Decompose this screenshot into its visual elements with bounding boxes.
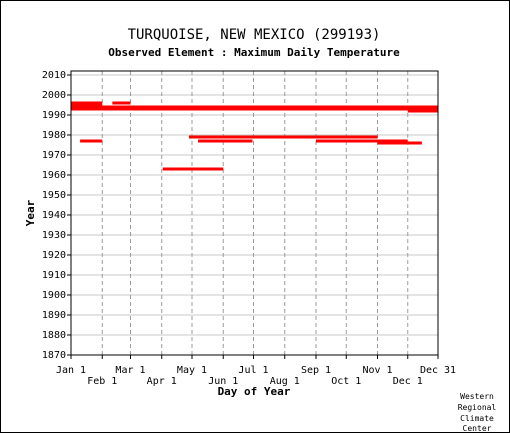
y-tick-label-1960: 1960 [42, 170, 66, 181]
x-tick-label-152: Jun 1 [208, 376, 238, 387]
x-tick-label-335: Dec 1 [393, 376, 423, 387]
y-tick-label-1870: 1870 [42, 350, 66, 361]
y-tick-label-1980: 1980 [42, 130, 66, 141]
x-tick-label-244: Sep 1 [301, 365, 331, 376]
credit-line-2: Regional [458, 403, 497, 412]
y-tick-label-1920: 1920 [42, 250, 66, 261]
x-tick-label-365: Dec 31 [420, 365, 456, 376]
x-tick-label-1: Jan 1 [56, 365, 86, 376]
grid-lines [71, 71, 438, 356]
chart-title: TURQUOISE, NEW MEXICO (299193) [128, 27, 381, 43]
y-tick-label-1910: 1910 [42, 270, 66, 281]
x-tick-label-32: Feb 1 [87, 376, 117, 387]
observation-bar-1977-8 [80, 139, 103, 143]
observation-bar-1976-11 [377, 141, 408, 145]
observation-bar-1993-5 [407, 107, 438, 111]
x-tick-label-182: Jul 1 [238, 365, 268, 376]
data-bars [71, 101, 438, 171]
y-tick-label-1940: 1940 [42, 210, 66, 221]
y-tick-label-1990: 1990 [42, 110, 66, 121]
x-tick-label-213: Aug 1 [270, 376, 300, 387]
credit-line-1: Western [460, 392, 494, 401]
y-tick-label-2000: 2000 [42, 90, 66, 101]
observation-bar-1996-0 [71, 101, 103, 105]
credit-line-4: Center [463, 424, 492, 432]
plot-area-border [70, 70, 439, 356]
observation-bar-1992-6 [407, 109, 438, 113]
credit-line-3: Climate [460, 414, 494, 423]
x-tick-label-305: Nov 1 [362, 365, 392, 376]
y-tick-label-1930: 1930 [42, 230, 66, 241]
x-tick-label-91: Apr 1 [147, 376, 177, 387]
y-axis-ticks: 1870 1880 1890 1900 1910 1920 1930 1940 1950 1960… [42, 70, 71, 361]
y-tick-label-1970: 1970 [42, 150, 66, 161]
x-tick-label-121: May 1 [177, 365, 207, 376]
observation-bar-1979-7 [188, 135, 378, 139]
observation-bar-1994-2 [71, 105, 438, 109]
x-axis-ticks: Jan 1 Mar 1 May 1 Jul 1 Sep 1 Nov 1 Dec 31 Feb … [56, 355, 456, 387]
y-axis-label: Year [24, 199, 37, 226]
chart-subtitle: Observed Element : Maximum Daily Tempera… [108, 46, 400, 59]
y-tick-label-2010: 2010 [42, 70, 66, 81]
y-tick-label-1880: 1880 [42, 330, 66, 341]
observation-bar-1977-9 [198, 139, 253, 143]
credit-block: Western Regional Climate Center [458, 392, 497, 432]
observation-bar-1996-4 [112, 101, 131, 105]
y-tick-label-1950: 1950 [42, 190, 66, 201]
observation-bar-1977-10 [316, 139, 408, 143]
y-tick-label-1890: 1890 [42, 310, 66, 321]
x-axis-label: Day of Year [218, 385, 291, 398]
observation-bar-1993-3 [71, 107, 438, 111]
x-tick-label-274: Oct 1 [331, 376, 361, 387]
observation-bar-1976-12 [407, 141, 422, 145]
y-tick-label-1900: 1900 [42, 290, 66, 301]
observation-bar-1995-1 [71, 103, 103, 107]
observation-bar-1963-13 [162, 167, 224, 171]
x-tick-label-60: Mar 1 [115, 365, 145, 376]
